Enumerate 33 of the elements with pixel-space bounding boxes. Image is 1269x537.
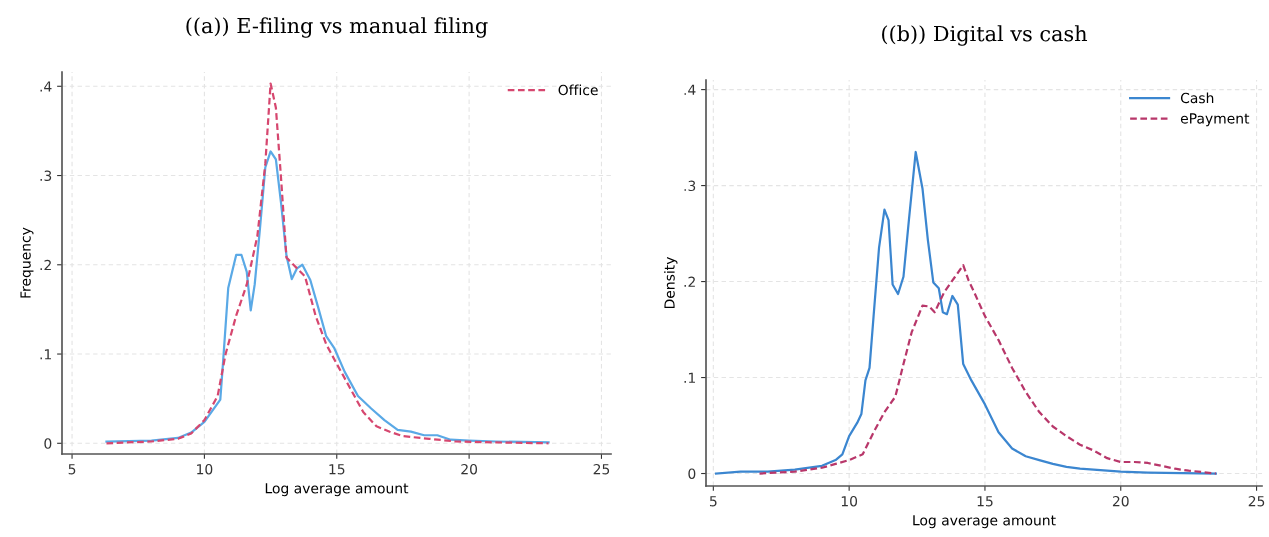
legend-label: Cash bbox=[1180, 92, 1214, 104]
y-axis-title: Density bbox=[664, 257, 678, 309]
y-tick-label: .1 bbox=[40, 349, 51, 360]
x-axis-title: Log average amount bbox=[913, 515, 1056, 529]
x-tick-label: 15 bbox=[329, 464, 345, 475]
y-tick-label: .4 bbox=[684, 84, 696, 95]
y-tick-label: .3 bbox=[40, 170, 52, 182]
y-tick-label: .2 bbox=[684, 276, 695, 287]
x-tick-label: 15 bbox=[977, 496, 993, 507]
y-tick-label: .2 bbox=[40, 259, 51, 271]
y-tick-label: .4 bbox=[40, 81, 52, 92]
y-tick-label: 0 bbox=[688, 468, 696, 479]
chart-title: ((a)) E-filing vs manual filing bbox=[186, 17, 488, 38]
x-tick-label: 20 bbox=[1112, 495, 1129, 507]
line-series bbox=[758, 264, 1217, 475]
y-axis-title: Frequency bbox=[20, 227, 34, 298]
legend-label: Office bbox=[558, 84, 598, 96]
x-tick-label: 25 bbox=[1248, 495, 1265, 507]
line-series bbox=[714, 150, 1217, 475]
line-series bbox=[105, 82, 550, 445]
x-tick-label: 5 bbox=[709, 496, 717, 507]
y-tick-label: .3 bbox=[684, 180, 696, 192]
y-tick-label: 0 bbox=[44, 438, 52, 449]
legend-label: ePayment bbox=[1180, 113, 1250, 127]
y-tick-label: .1 bbox=[684, 372, 695, 383]
x-tick-label: 5 bbox=[68, 464, 76, 475]
x-tick-label: 20 bbox=[461, 463, 478, 475]
x-tick-label: 10 bbox=[841, 495, 858, 507]
x-axis-title: Log average amount bbox=[265, 483, 409, 497]
line-series bbox=[105, 150, 550, 444]
chart-title: ((b)) Digital vs cash bbox=[882, 25, 1088, 46]
x-tick-label: 10 bbox=[197, 463, 213, 475]
x-tick-label: 25 bbox=[593, 463, 610, 475]
